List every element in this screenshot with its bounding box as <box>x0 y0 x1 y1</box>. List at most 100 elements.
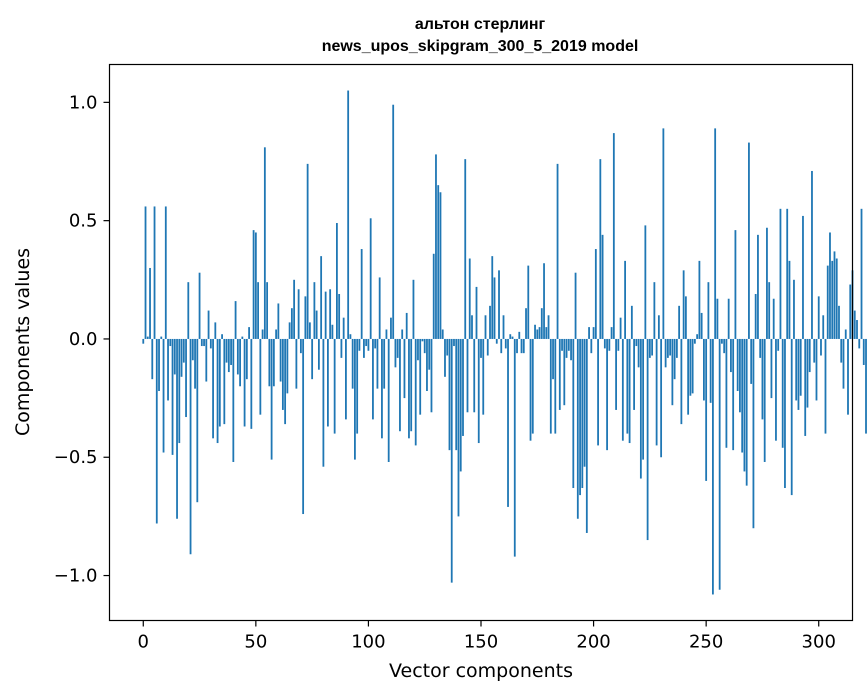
bar <box>162 338 165 453</box>
bar <box>304 296 307 339</box>
bar <box>151 338 154 380</box>
bar <box>372 338 374 420</box>
bar <box>502 315 505 339</box>
bar <box>590 338 593 354</box>
bar <box>144 206 147 339</box>
bar <box>403 338 406 399</box>
bar <box>444 338 446 377</box>
y-tick-label: −0.5 <box>54 447 98 468</box>
bar <box>363 338 365 358</box>
bar <box>811 170 813 339</box>
bar <box>664 338 667 368</box>
bar <box>448 338 451 451</box>
bar <box>383 338 386 389</box>
bar <box>518 331 521 339</box>
bar <box>191 338 194 361</box>
bar <box>396 338 399 358</box>
bar <box>804 338 807 436</box>
bar <box>230 338 232 365</box>
x-tick-label: 50 <box>244 632 267 653</box>
bar <box>682 270 685 339</box>
bar <box>673 338 676 380</box>
bar <box>594 249 597 339</box>
bar <box>545 327 548 339</box>
bar <box>646 338 649 541</box>
bar <box>173 338 176 375</box>
bar <box>279 338 282 382</box>
bar <box>446 338 449 356</box>
bar <box>239 338 241 387</box>
bar <box>639 338 642 479</box>
bar <box>194 338 196 389</box>
bar <box>829 232 831 339</box>
bar <box>696 334 699 339</box>
bar <box>824 338 827 434</box>
bar <box>498 270 500 339</box>
bar <box>795 338 798 401</box>
bar <box>675 338 678 358</box>
bar <box>522 338 525 354</box>
bar <box>716 298 719 339</box>
bar <box>356 338 359 434</box>
bar <box>691 338 694 394</box>
bar <box>270 338 273 460</box>
bar <box>527 265 530 339</box>
bar <box>295 338 298 389</box>
bar <box>757 234 759 339</box>
bar <box>486 338 489 356</box>
bar <box>324 291 327 339</box>
bar <box>484 315 487 339</box>
bar <box>412 279 415 339</box>
bar <box>761 338 764 420</box>
bar <box>601 234 604 339</box>
bar <box>225 338 228 363</box>
bar <box>741 338 744 453</box>
bar <box>473 338 476 413</box>
bar <box>248 327 250 339</box>
bar <box>520 338 523 354</box>
bar <box>815 338 818 401</box>
bar <box>552 338 554 380</box>
bar <box>538 327 541 339</box>
x-tick-label: 0 <box>138 632 149 653</box>
bar <box>349 334 352 339</box>
bar <box>189 338 192 555</box>
bar <box>579 338 581 496</box>
bar <box>142 338 145 344</box>
bar <box>693 338 696 344</box>
bar <box>149 267 151 339</box>
bar <box>766 227 768 339</box>
bar <box>844 329 847 339</box>
bar <box>525 308 527 339</box>
bar <box>700 312 703 339</box>
bar <box>254 232 257 339</box>
bar <box>480 338 482 358</box>
bar <box>617 338 620 351</box>
bar <box>509 334 512 339</box>
bar <box>243 338 246 427</box>
bar <box>610 327 613 339</box>
bar <box>790 338 793 496</box>
bar <box>833 251 836 339</box>
bar <box>399 338 401 432</box>
bar <box>378 277 381 339</box>
bar <box>387 338 390 462</box>
bar <box>281 338 284 410</box>
bar <box>180 338 183 377</box>
bar <box>563 338 566 406</box>
bar <box>808 338 811 373</box>
bar <box>567 338 570 351</box>
axes-group: 0 50 100 150 200 250 300 −1.0 −0.5 0.0 0.5 1.0 <box>54 92 836 652</box>
bar <box>232 338 235 462</box>
bar <box>306 163 309 339</box>
bar <box>561 338 563 351</box>
bar <box>185 338 187 418</box>
bar <box>491 256 494 339</box>
bar <box>308 322 311 339</box>
bar <box>612 133 615 339</box>
bar <box>759 338 762 358</box>
bar <box>453 338 455 347</box>
bar <box>320 256 323 339</box>
bar <box>507 338 509 507</box>
